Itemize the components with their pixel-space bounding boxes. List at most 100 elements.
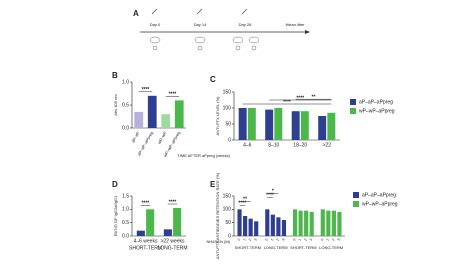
significance-label: **** (142, 201, 150, 207)
bar (243, 216, 248, 236)
significance-label: * (272, 189, 274, 195)
panel-label: D (112, 180, 118, 189)
bar (254, 221, 259, 236)
bar (292, 209, 298, 236)
x-tick-label: 2 (248, 238, 252, 242)
x-tick-label: 1 (326, 238, 330, 242)
bar (161, 114, 171, 128)
y-tick-label: 150 (223, 193, 232, 199)
timeline-label: Day 0 (150, 22, 161, 27)
y-tick-label: 100 (223, 105, 232, 111)
y-axis-label: ANTI-PTX ANTIBODIES RETENTION RATE (%) (215, 172, 220, 259)
x-tick-label: 2 (331, 238, 335, 242)
bar (265, 209, 270, 236)
bar (237, 209, 242, 236)
x-tick-label: 8–10 (268, 142, 279, 148)
timeline-art (140, 8, 310, 51)
x-tick-label: 4–6 (243, 142, 252, 148)
y-tick-label: 1.0 (122, 207, 129, 213)
legend-label: aP–aP–aPpreg (362, 192, 396, 198)
y-tick-label: 0 (228, 137, 231, 143)
y-tick-label: 1.5 (122, 193, 129, 199)
legend-label: wP–wP–aPpreg (359, 108, 395, 114)
significance-label: **** (238, 201, 246, 207)
bar (274, 108, 283, 140)
bar (147, 95, 157, 128)
x-tick-label: >22 weeks (160, 238, 185, 244)
y-tick-label: 0 (228, 233, 231, 239)
x-tick-label: 0 (320, 238, 324, 242)
panel-label: B (112, 71, 118, 80)
group-label: LONG-TERM (158, 245, 188, 251)
timeline-label: Day 28 (239, 22, 252, 27)
timeline-label: Wean litter (285, 22, 305, 27)
bar (326, 210, 331, 236)
panel-label: C (210, 75, 216, 84)
bar (270, 214, 275, 236)
bar (276, 217, 281, 236)
bar (173, 208, 182, 236)
significance-label: **** (283, 99, 291, 105)
x-tick-label: 3 (337, 238, 341, 242)
bar (298, 210, 303, 236)
bar (320, 209, 325, 236)
legend-label: wP–wP–aPpreg (362, 201, 398, 207)
x-tick-label: >22 (323, 142, 332, 148)
y-tick-label: 100 (223, 207, 232, 213)
y-tick-label: 50 (225, 121, 231, 127)
panel-label: E (210, 180, 216, 189)
y-tick-label: 50 (225, 220, 231, 226)
significance-label: **** (169, 199, 177, 205)
y-axis-label: ANTI-PTX LEVEL (%) (215, 96, 220, 136)
group-label: LONG-TERM (319, 245, 343, 250)
legend-swatch (353, 192, 359, 198)
bar (248, 218, 253, 236)
bar (337, 212, 342, 236)
x-tick-label: 1 (298, 238, 302, 242)
bar (291, 111, 300, 140)
group-label: SHORT-TERM (290, 245, 316, 250)
bar (318, 116, 327, 140)
panel-label: A (133, 9, 139, 18)
x-tick-label: wP–wP (157, 130, 168, 144)
x-tick-label: 1 (242, 238, 246, 242)
legend-swatch (353, 201, 359, 207)
bar (304, 210, 309, 236)
bar (163, 229, 172, 236)
x-tick-label: 4–6 weeks (134, 238, 158, 244)
bar (136, 230, 145, 236)
bar (309, 212, 314, 236)
y-axis-label: RATIO OF IgG2a/IgG1 (113, 195, 118, 236)
x-tick-label: 3 (253, 238, 257, 242)
bar (238, 108, 247, 140)
bar (134, 111, 144, 128)
y-tick-label: 0.0 (122, 233, 129, 239)
y-tick-label: 150 (223, 89, 232, 95)
y-axis-label: Abs 405 nm (113, 94, 118, 116)
x-tick-label: 3 (309, 238, 313, 242)
bar (247, 108, 256, 140)
bar (174, 100, 184, 128)
x-tick-label: 18–20 (293, 142, 307, 148)
x-tick-label: 0 (265, 238, 269, 242)
significance-label: **** (169, 92, 177, 98)
bar (327, 112, 336, 140)
significance-label: **** (266, 193, 274, 199)
y-tick-label: 0.5 (122, 102, 129, 108)
x-tick-label: 1 (270, 238, 274, 242)
significance-label: **** (142, 87, 150, 93)
x-tick-label: aP–aP (130, 130, 141, 143)
significance-label: ** (312, 95, 316, 101)
group-label: SHORT-TERM (129, 245, 162, 251)
x-tick-label: 3 (281, 238, 285, 242)
y-tick-label: 0.5 (122, 220, 129, 226)
bar (281, 220, 287, 236)
group-label: LONG-TERM (264, 245, 288, 250)
x-axis-label: NH4SCN (M) (206, 239, 230, 244)
x-tick-label: 2 (303, 238, 307, 242)
y-tick-label: 0.0 (122, 125, 129, 131)
timeline-label: Day 14 (194, 22, 207, 27)
legend-swatch (350, 99, 356, 105)
y-tick-label: 1.0 (122, 79, 129, 85)
